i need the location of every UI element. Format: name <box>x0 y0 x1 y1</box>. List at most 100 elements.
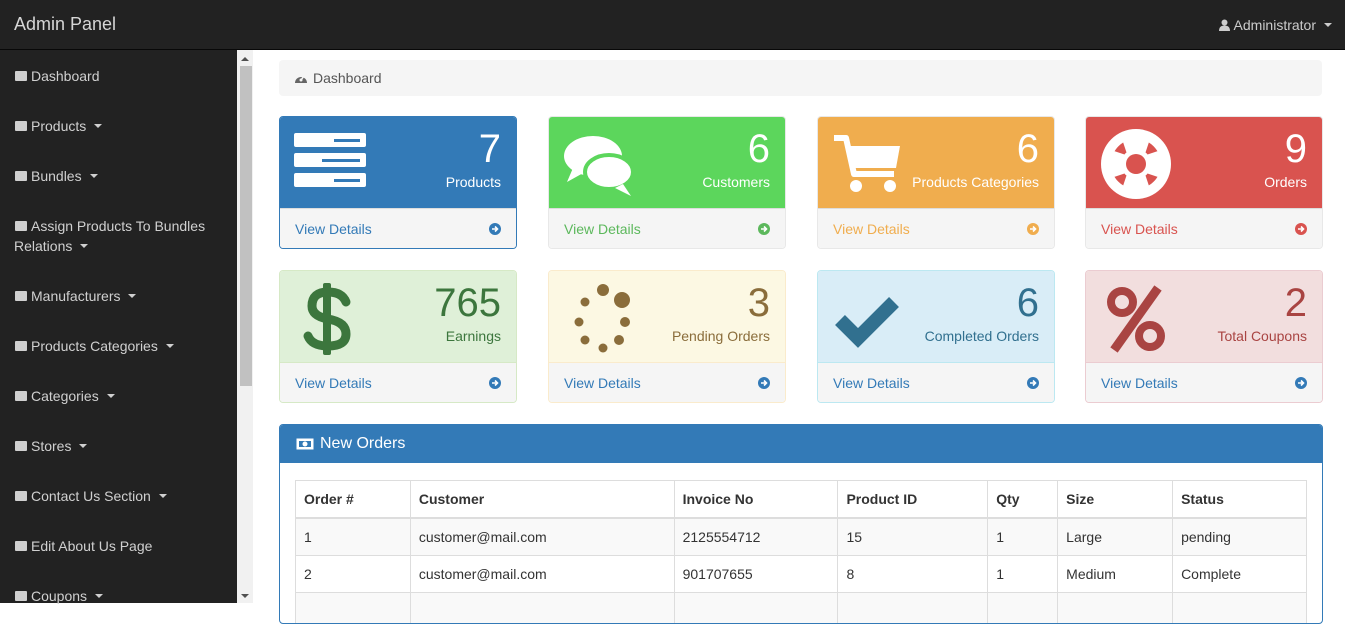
sidebar-label: Stores <box>31 438 71 454</box>
stat-value: 7 <box>479 127 501 171</box>
caret <box>1324 23 1332 27</box>
dashboard-icon <box>294 72 308 84</box>
arrow-icon <box>758 377 770 389</box>
stat-label: Completed Orders <box>925 328 1039 344</box>
sidebar-item[interactable]: Stores <box>14 436 219 456</box>
stat-label: Earnings <box>446 328 501 344</box>
breadcrumb: Dashboard <box>279 60 1322 96</box>
column-header: Status <box>1173 481 1307 519</box>
stat-icon <box>294 282 366 356</box>
sidebar-item[interactable]: Manufacturers <box>14 286 219 306</box>
stat-icon <box>832 282 904 356</box>
stat-footer[interactable]: View Details <box>1086 362 1322 402</box>
stat-value: 9 <box>1285 127 1307 171</box>
table-cell <box>1173 593 1307 624</box>
stat-panel: 6 Customers View Details <box>548 116 786 249</box>
sidebar-label: Categories <box>31 388 99 404</box>
caret <box>90 174 98 178</box>
stat-value: 6 <box>1017 127 1039 171</box>
table-row <box>296 593 1307 624</box>
arrow-icon <box>758 223 770 235</box>
caret <box>94 124 102 128</box>
stat-value: 2 <box>1285 281 1307 325</box>
sidebar-icon <box>14 289 28 303</box>
stat-label: Customers <box>702 174 770 190</box>
sidebar-icon <box>14 389 28 403</box>
scroll-down[interactable] <box>240 592 250 600</box>
table-cell: customer@mail.com <box>410 518 674 556</box>
sidebar-icon <box>14 219 28 233</box>
view-details[interactable]: View Details <box>833 221 910 237</box>
user-icon <box>1219 19 1230 31</box>
stat-footer[interactable]: View Details <box>280 208 516 248</box>
sidebar-item[interactable]: Edit About Us Page <box>14 536 219 556</box>
sidebar-item[interactable]: Categories <box>14 386 219 406</box>
view-details[interactable]: View Details <box>1101 375 1178 391</box>
view-details[interactable]: View Details <box>564 221 641 237</box>
view-details[interactable]: View Details <box>295 221 372 237</box>
table-cell: 1 <box>296 518 411 556</box>
caret <box>79 444 87 448</box>
sidebar-icon <box>14 589 28 603</box>
sidebar-item[interactable]: Contact Us Section <box>14 486 219 506</box>
arrow-icon <box>489 223 501 235</box>
stat-value: 6 <box>1017 281 1039 325</box>
sidebar-icon <box>14 439 28 453</box>
navbar: Admin Panel Administrator <box>0 0 1345 50</box>
table-cell <box>674 593 838 624</box>
sidebar-icon <box>14 339 28 353</box>
table-cell: 8 <box>838 556 988 593</box>
caret <box>159 494 167 498</box>
page: Admin Panel Administrator Dashboard Produ… <box>0 0 1345 603</box>
user-menu[interactable]: Administrator <box>1219 17 1332 33</box>
arrow-icon <box>1027 377 1039 389</box>
stat-footer[interactable]: View Details <box>549 208 785 248</box>
sidebar-item[interactable]: Products Categories <box>14 336 219 356</box>
stat-footer[interactable]: View Details <box>818 362 1054 402</box>
view-details[interactable]: View Details <box>295 375 372 391</box>
stat-icon <box>294 128 366 202</box>
sidebar-item[interactable]: Dashboard <box>14 66 219 86</box>
table-cell: 901707655 <box>674 556 838 593</box>
scrollbar-thumb[interactable] <box>240 66 252 386</box>
stat-footer[interactable]: View Details <box>818 208 1054 248</box>
table-cell <box>1058 593 1173 624</box>
table-cell: Medium <box>1058 556 1173 593</box>
sidebar-item[interactable]: Coupons <box>14 586 219 606</box>
brand[interactable]: Admin Panel <box>14 14 116 35</box>
sidebar-label: Coupons <box>31 588 87 604</box>
sidebar-label: Dashboard <box>31 68 100 84</box>
stat-footer[interactable]: View Details <box>280 362 516 402</box>
view-details[interactable]: View Details <box>833 375 910 391</box>
table-cell: 2 <box>296 556 411 593</box>
sidebar-label: Assign Products To Bundles Relations <box>14 218 205 254</box>
sidebar-icon <box>14 69 28 83</box>
stat-value: 6 <box>748 127 770 171</box>
sidebar-item[interactable]: Bundles <box>14 166 219 186</box>
scroll-up[interactable] <box>240 55 250 63</box>
stat-footer[interactable]: View Details <box>1086 208 1322 248</box>
table-cell <box>296 593 411 624</box>
table-cell: 15 <box>838 518 988 556</box>
breadcrumb-text: Dashboard <box>313 70 382 86</box>
table-cell: Complete <box>1173 556 1307 593</box>
sidebar-item[interactable]: Products <box>14 116 219 136</box>
money-icon <box>296 438 314 450</box>
stat-footer[interactable]: View Details <box>549 362 785 402</box>
column-header: Size <box>1058 481 1173 519</box>
column-header: Customer <box>410 481 674 519</box>
sidebar-item[interactable]: Assign Products To Bundles Relations <box>14 216 219 256</box>
view-details[interactable]: View Details <box>564 375 641 391</box>
view-details[interactable]: View Details <box>1101 221 1178 237</box>
